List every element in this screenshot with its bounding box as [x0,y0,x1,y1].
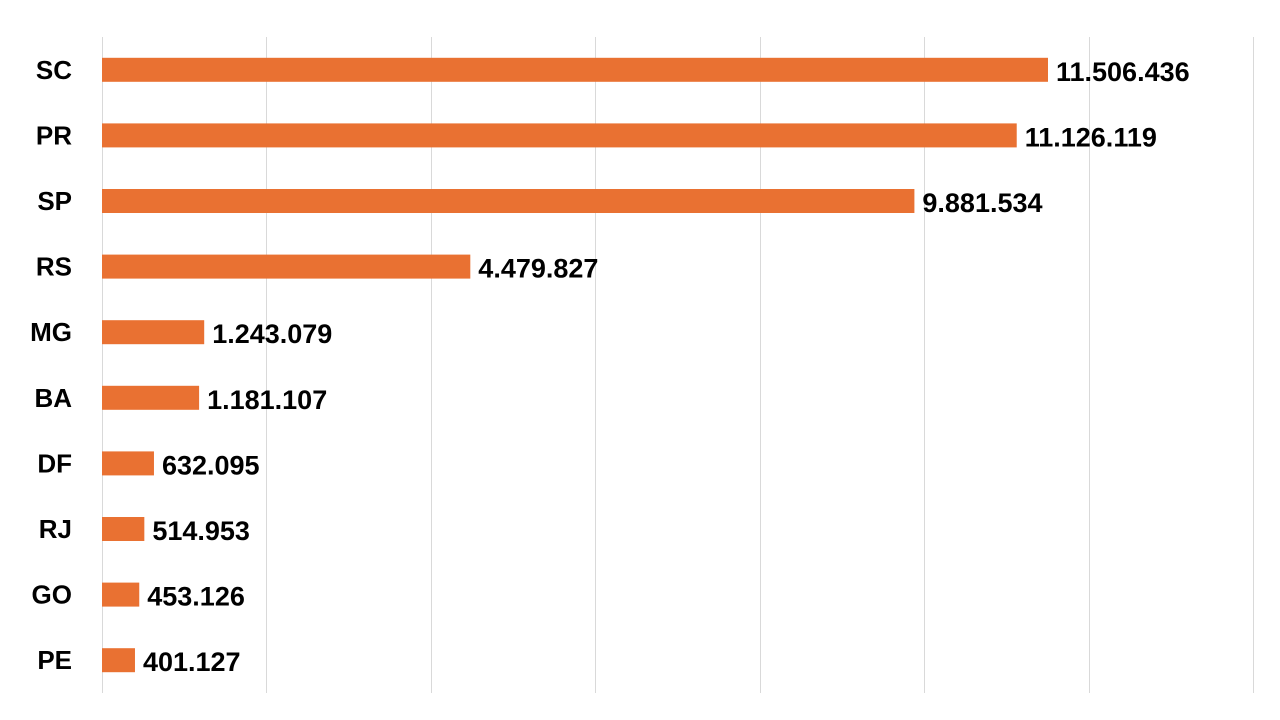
value-label-sp: 9.881.534 [922,188,1042,218]
bar-pr [102,123,1017,148]
value-labels: 11.506.436 11.126.119 9.881.534 4.479.827 1.… [143,57,1190,677]
bar-mg [102,320,205,345]
bar-df [102,451,154,476]
bar-go [102,582,140,607]
category-label-mg: MG [30,317,72,347]
bars [102,57,1048,673]
value-label-pr: 11.126.119 [1025,122,1157,152]
value-label-rs: 4.479.827 [478,254,598,284]
category-label-pr: PR [36,120,72,150]
bar-sc [102,57,1048,82]
category-label-pe: PE [37,645,72,675]
value-label-df: 632.095 [162,450,260,480]
bar-rj [102,517,145,541]
category-labels: SC PR SP RS MG BA DF RJ GO PE [30,55,72,675]
value-label-mg: 1.243.079 [212,319,332,349]
category-label-df: DF [37,448,72,478]
bar-pe [102,648,135,673]
category-label-sp: SP [37,186,72,216]
value-label-go: 453.126 [147,582,245,612]
value-label-ba: 1.181.107 [207,385,327,415]
category-label-go: GO [32,580,72,610]
bar-sp [102,189,915,213]
bar-ba [102,385,200,410]
category-label-rj: RJ [39,514,72,544]
value-label-pe: 401.127 [143,647,241,677]
value-label-rj: 514.953 [152,516,250,546]
category-label-rs: RS [36,252,72,282]
bar-rs [102,254,471,279]
category-label-sc: SC [36,55,72,85]
value-label-sc: 11.506.436 [1056,57,1190,87]
category-label-ba: BA [34,383,72,413]
